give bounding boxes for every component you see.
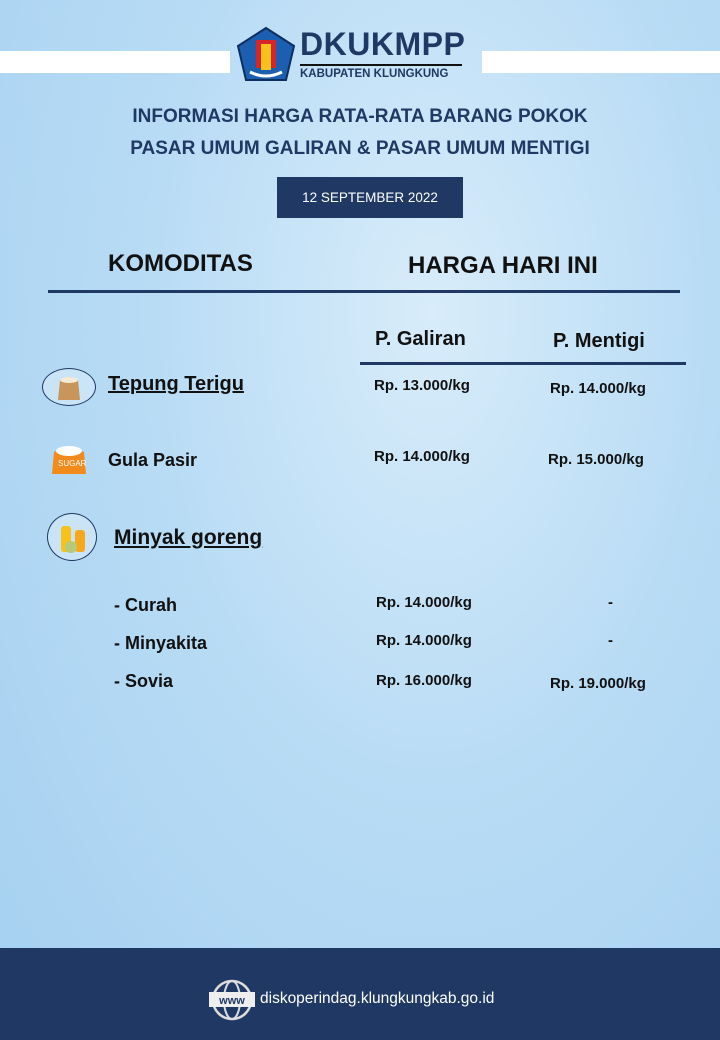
col-harga: HARGA HARI INI	[408, 252, 598, 279]
org-underline	[300, 64, 462, 66]
price-mentigi-gula: Rp. 15.000/kg	[548, 451, 644, 468]
header-strip-left	[0, 51, 230, 73]
flour-sack-icon	[42, 368, 96, 406]
date-badge: 12 SEPTEMBER 2022	[277, 177, 463, 218]
row-name-minyakita: - Minyakita	[114, 633, 208, 653]
header-strip-right	[482, 51, 720, 73]
price-galiran-curah: Rp. 14.000/kg	[376, 594, 472, 611]
price-galiran-gula: Rp. 14.000/kg	[374, 448, 470, 465]
col-komoditas: KOMODITAS	[108, 250, 253, 277]
row-name-gula: Gula Pasir	[108, 450, 198, 470]
price-galiran-minyakita: Rp. 14.000/kg	[376, 632, 472, 649]
price-mentigi-curah: -	[608, 594, 613, 611]
price-mentigi-sovia: Rp. 19.000/kg	[550, 675, 646, 692]
title-line1: INFORMASI HARGA RATA-RATA BARANG POKOK	[132, 106, 588, 127]
header-rule	[48, 290, 680, 293]
price-mentigi-tepung: Rp. 14.000/kg	[550, 380, 646, 397]
price-mentigi-minyakita: -	[608, 632, 613, 649]
org-name: DKUKMPP	[300, 26, 466, 62]
org-region: KABUPATEN KLUNGKUNG	[300, 68, 449, 80]
sugar-sack-icon: SUGAR	[50, 442, 88, 476]
row-name-curah: - Curah	[114, 595, 177, 615]
col-galiran: P. Galiran	[375, 328, 466, 350]
www-text: www	[218, 995, 245, 1007]
cooking-oil-icon	[47, 513, 97, 561]
svg-text:SUGAR: SUGAR	[58, 459, 87, 468]
subheader-rule	[360, 362, 686, 365]
price-galiran-sovia: Rp. 16.000/kg	[376, 672, 472, 689]
emblem-logo	[236, 26, 296, 82]
row-name-tepung: Tepung Terigu	[108, 373, 244, 395]
row-name-minyak: Minyak goreng	[114, 526, 263, 549]
title-line2: PASAR UMUM GALIRAN & PASAR UMUM MENTIGI	[130, 138, 590, 159]
row-name-sovia: - Sovia	[114, 671, 174, 691]
website-link[interactable]: diskoperindag.klungkungkab.go.id	[260, 990, 495, 1007]
footer: www diskoperindag.klungkungkab.go.id	[0, 948, 720, 1040]
globe-www-icon: www	[208, 978, 256, 1022]
col-mentigi: P. Mentigi	[553, 330, 645, 352]
price-galiran-tepung: Rp. 13.000/kg	[374, 377, 470, 394]
